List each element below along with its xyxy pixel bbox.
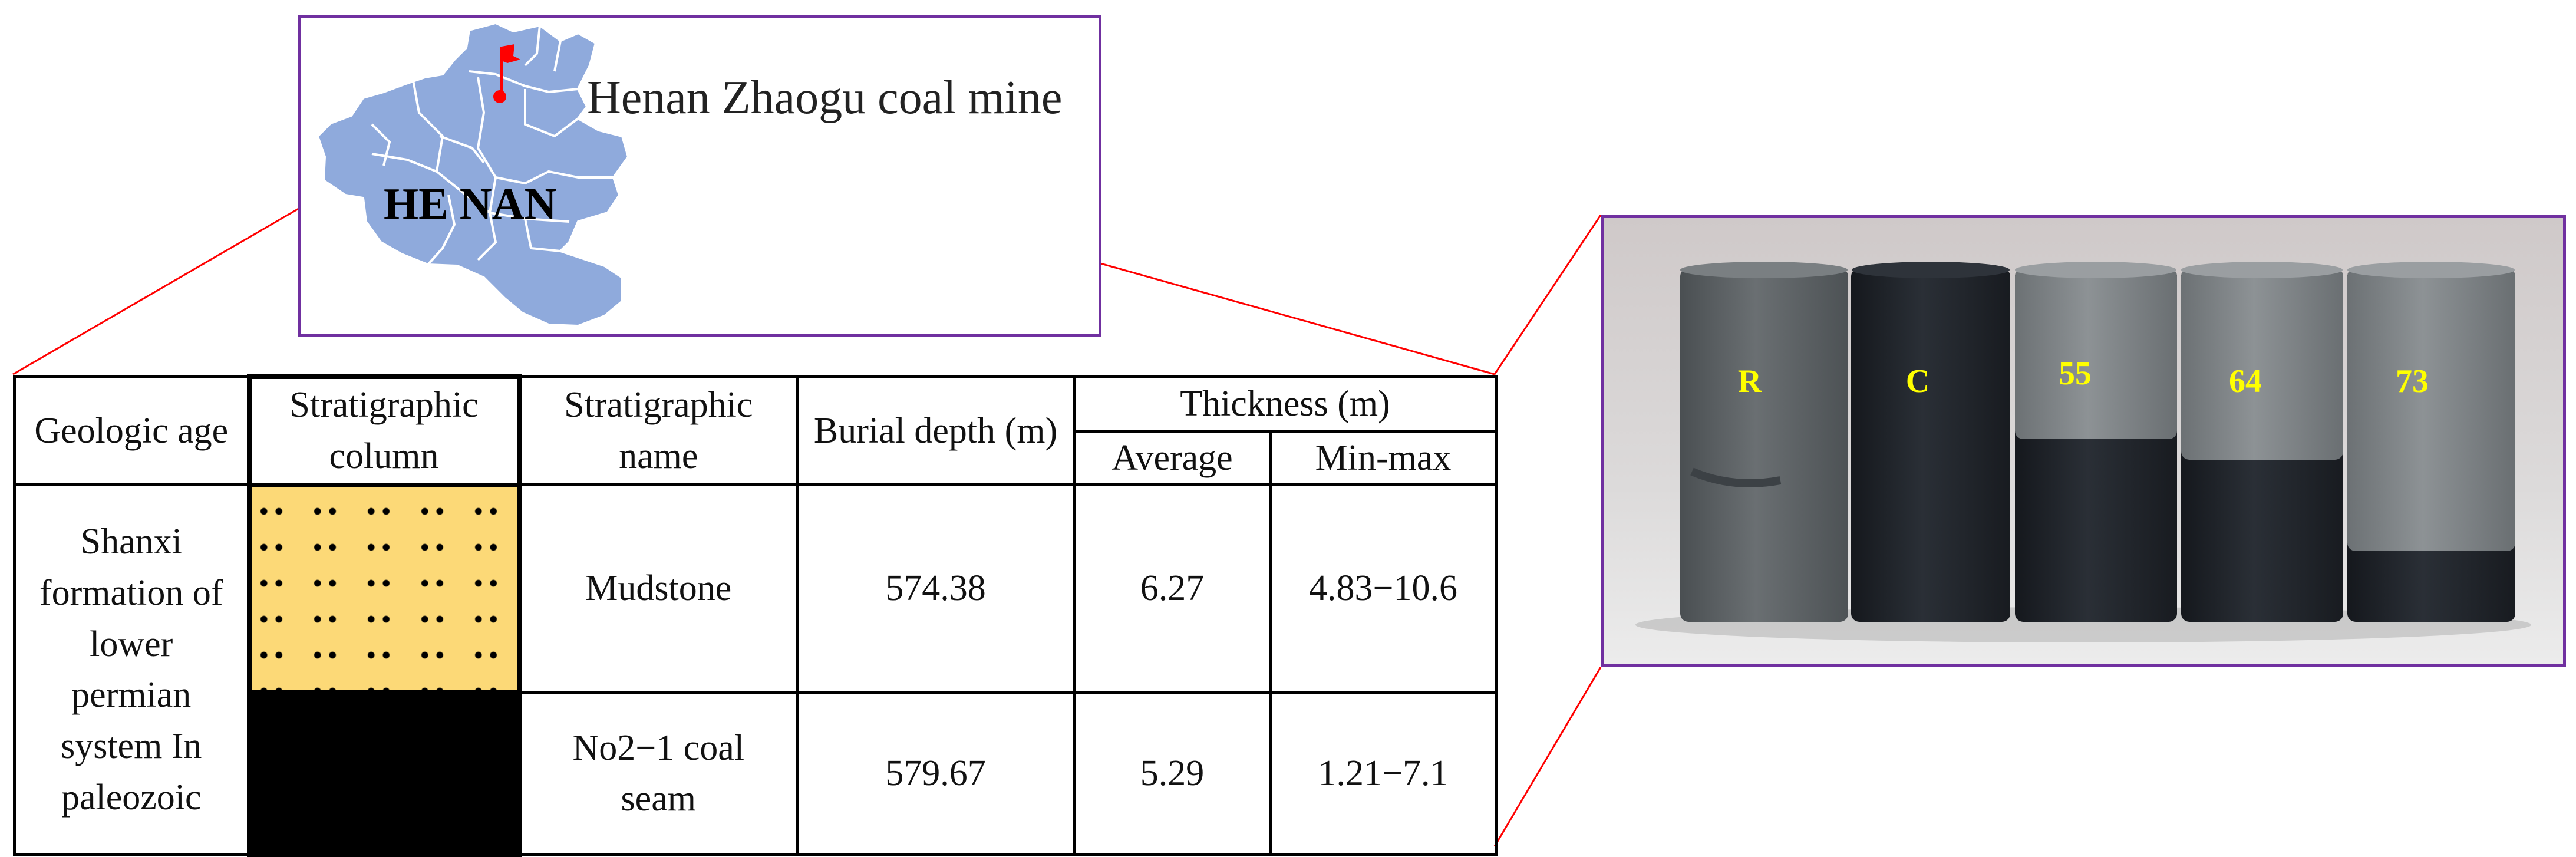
stratigraphic-table: Geologic age Stratigraphic column Strati… [13,374,1498,857]
mine-location-marker [493,90,506,103]
row-coal-average: 5.29 [1073,691,1272,856]
core-label-c: C [1905,363,1930,400]
specimen-photo: R C 55 64 73 [1601,215,2566,667]
row-mudstone-average: 6.27 [1073,483,1272,694]
prefecture-borders [371,25,614,266]
photo-connector-bottom [1493,667,1602,847]
row-mudstone-depth: 574.38 [796,483,1076,694]
row-coal-name: No2−1 coal seam [517,691,799,856]
core-label-r: R [1737,363,1762,400]
core-label-73: 73 [2396,363,2429,400]
header-geologic-age: Geologic age [13,375,250,487]
core-specimen-73 [2347,262,2515,622]
mudstone-column-pattern [246,482,522,695]
mine-label: Henan Zhaogu coal mine [587,72,1063,124]
header-stratigraphic-column: Stratigraphic column [246,374,522,487]
photo-connector-top [1493,215,1602,375]
flag-icon [502,44,520,63]
henan-province-map [316,21,630,328]
core-specimen-64 [2181,262,2343,622]
row-coal-depth: 579.67 [796,691,1076,856]
henan-province-shape [316,21,630,328]
row-mudstone-minmax: 4.83−10.6 [1268,483,1498,694]
coal-column-fill [246,690,522,857]
header-burial-depth: Burial depth (m) [796,375,1076,487]
header-min-max: Min-max [1268,429,1498,487]
core-label-64: 64 [2229,363,2262,400]
row-coal-minmax: 1.21−7.1 [1268,691,1498,856]
geologic-age-cell: Shanxi formation of lower permian system… [13,483,250,856]
header-average: Average [1073,429,1272,487]
core-label-55: 55 [2059,355,2092,392]
specimen-photo-illustration [1604,218,2563,664]
location-map: Henan Zhaogu coal mine HE NAN [298,15,1101,337]
header-stratigraphic-name: Stratigraphic name [517,375,799,487]
core-specimen-c [1851,262,2010,622]
province-label: HE NAN [384,179,557,229]
core-specimen-r [1680,262,1848,622]
row-mudstone-name: Mudstone [517,483,799,694]
core-specimen-55 [2015,262,2177,622]
header-thickness: Thickness (m) [1072,375,1498,433]
